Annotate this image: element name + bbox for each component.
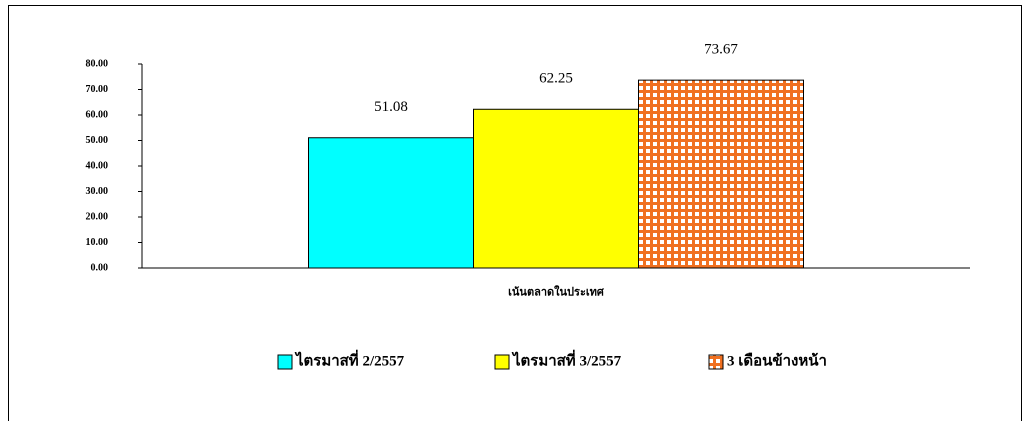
- legend-label: 3 เดือนข้างหน้า: [727, 352, 827, 369]
- data-label: 62.25: [539, 71, 573, 87]
- chart-border: [8, 5, 1022, 421]
- legend-swatch: [494, 354, 510, 370]
- y-tick-label: 30.00: [86, 186, 109, 197]
- y-tick-label: 50.00: [86, 135, 109, 146]
- y-tick-label: 20.00: [86, 211, 109, 222]
- data-label: 73.67: [704, 42, 738, 58]
- bar: [308, 137, 474, 269]
- x-tick-label: เน้นตลาดในประเทศ: [508, 285, 605, 299]
- y-tick-label: 10.00: [86, 237, 109, 248]
- data-label: 51.08: [374, 99, 408, 115]
- bar: [638, 79, 804, 269]
- y-tick-label: 60.00: [86, 109, 109, 120]
- legend-swatch: [708, 354, 724, 370]
- legend-swatch: [277, 354, 293, 370]
- y-tick-label: 0.00: [91, 262, 109, 273]
- bar: [473, 108, 639, 269]
- legend-label: ไตรมาสที่ 3/2557: [511, 349, 622, 369]
- y-tick-label: 70.00: [86, 84, 109, 95]
- legend-label: ไตรมาสที่ 2/2557: [294, 349, 405, 369]
- y-tick-label: 40.00: [86, 160, 109, 171]
- y-tick-label: 80.00: [86, 58, 109, 69]
